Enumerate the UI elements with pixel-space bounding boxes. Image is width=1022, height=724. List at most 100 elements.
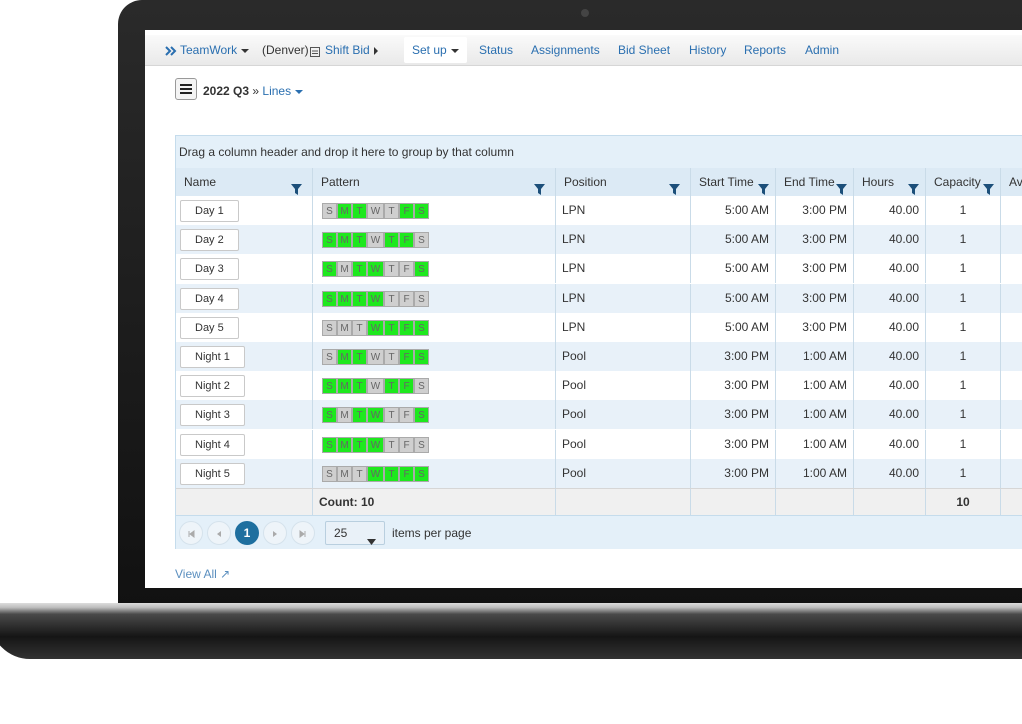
breadcrumb-period: 2022 Q3 — [203, 84, 250, 98]
name-button[interactable]: Day 4 — [180, 287, 239, 310]
caret — [450, 48, 459, 53]
pager-button[interactable] — [179, 521, 203, 545]
pattern-day: S — [414, 378, 429, 395]
brand[interactable]: TeamWork — [180, 43, 250, 57]
end-cell: 1:00 AM — [776, 458, 854, 488]
hours-cell: 40.00 — [854, 225, 926, 255]
column-header[interactable]: Hours — [854, 168, 926, 196]
nav-item[interactable]: Bid Sheet — [618, 43, 671, 57]
breadcrumb-page[interactable]: Lines — [262, 84, 292, 98]
pattern-day: M — [337, 349, 352, 365]
position-cell: Pool — [556, 429, 691, 459]
footer-cell — [776, 489, 854, 516]
pattern-day: S — [414, 349, 429, 365]
filter-icon-svg — [836, 184, 847, 195]
filter-icon — [836, 177, 847, 205]
menu-button[interactable] — [175, 78, 197, 100]
hours-cell: 40.00 — [854, 429, 926, 459]
end-cell: 1:00 AM — [776, 371, 854, 401]
pattern-day: T — [384, 290, 399, 307]
view-all-link[interactable]: View All ↗ — [175, 567, 231, 581]
grid: Drag a column header and drop it here to… — [175, 135, 1022, 549]
pattern-day: S — [322, 232, 337, 249]
pager-arrow-svg — [217, 531, 221, 537]
nav-item[interactable]: Reports — [744, 43, 787, 57]
pager-button[interactable]: 1 — [235, 521, 259, 545]
position-cell: LPN — [556, 196, 691, 225]
pattern-day: T — [384, 261, 399, 278]
footer-cell: 10 — [926, 489, 1001, 516]
pager-button[interactable] — [263, 521, 287, 545]
pattern-day: M — [337, 232, 352, 249]
pattern-day: M — [337, 261, 352, 278]
name-button[interactable]: Day 2 — [180, 229, 239, 252]
nav-item[interactable]: Status — [479, 43, 514, 57]
footer-cell — [176, 489, 313, 516]
capacity-cell: 1 — [926, 312, 1001, 342]
pattern-day: T — [352, 436, 367, 453]
column-header[interactable]: End Time — [776, 168, 854, 196]
pager-button[interactable] — [207, 521, 231, 545]
name-button[interactable]: Night 3 — [180, 404, 245, 427]
name-cell: Day 4 — [176, 283, 313, 313]
grid-row: Night 2 S M T W T F S Pool 3:00 PM 1:00 AM 40.00 1 — [176, 371, 1022, 401]
grid-row: Night 4 S M T W T F S Pool 3:00 PM 1:00 AM 40.00 1 — [176, 429, 1022, 459]
pattern-day: F — [399, 232, 414, 249]
pattern-day: S — [414, 465, 429, 482]
position-cell: LPN — [556, 312, 691, 342]
nav-item[interactable]: Set up — [404, 37, 467, 63]
nav-item[interactable]: Shift Bid — [325, 43, 378, 57]
name-button[interactable]: Night 4 — [180, 433, 245, 456]
breadcrumb: 2022 Q3 » Lines — [203, 84, 304, 98]
column-header[interactable]: Ava — [1001, 168, 1022, 196]
name-button[interactable]: Day 1 — [180, 200, 239, 222]
pattern-day: F — [399, 261, 414, 278]
name-button[interactable]: Night 1 — [180, 346, 245, 368]
start-cell: 3:00 PM — [691, 429, 776, 459]
page-size-value: 25 — [334, 526, 348, 540]
location: (Denver) — [262, 43, 309, 57]
footer-cell — [556, 489, 691, 516]
pager: 1 25 items per page — [176, 515, 1022, 549]
capacity-cell: 1 — [926, 283, 1001, 313]
pager-arrow — [186, 528, 196, 542]
page-size-select[interactable]: 25 — [325, 521, 385, 545]
pattern-day: T — [352, 465, 367, 482]
pattern-day: F — [399, 319, 414, 336]
pattern-day: S — [322, 261, 337, 278]
filter-icon-svg — [983, 184, 994, 195]
column-header[interactable]: Name — [176, 168, 313, 196]
start-cell: 5:00 AM — [691, 225, 776, 255]
filter-icon-svg — [669, 184, 680, 195]
filter-icon — [534, 177, 545, 205]
nav-item[interactable]: History — [689, 43, 727, 57]
pattern-day: W — [367, 232, 384, 249]
name-button[interactable]: Night 5 — [180, 462, 245, 485]
column-title: Pattern — [321, 175, 360, 189]
nav-item[interactable]: Admin — [805, 43, 840, 57]
filter-icon-svg — [534, 184, 545, 195]
pattern-day: S — [414, 319, 429, 336]
name-cell: Day 5 — [176, 312, 313, 342]
nav-item[interactable]: Assignments — [531, 43, 600, 57]
link-text: View All — [175, 567, 217, 581]
name-button[interactable]: Day 3 — [180, 258, 239, 281]
footer-cell — [1001, 489, 1022, 516]
name-button[interactable]: Day 5 — [180, 316, 239, 339]
pager-button[interactable] — [291, 521, 315, 545]
column-header[interactable]: Capacity — [926, 168, 1001, 196]
grid-row: Night 5 S M T W T F S Pool 3:00 PM 1:00 AM 40.00 1 — [176, 458, 1022, 488]
column-header[interactable]: Start Time — [691, 168, 776, 196]
grid-row: Day 4 S M T W T F S LPN 5:00 AM 3:00 PM 40.00 1 — [176, 283, 1022, 313]
position-cell: Pool — [556, 342, 691, 371]
column-header[interactable]: Position — [556, 168, 691, 196]
pattern-day: W — [367, 349, 384, 365]
hours-cell: 40.00 — [854, 342, 926, 371]
name-cell: Day 3 — [176, 254, 313, 284]
footer-cell — [854, 489, 926, 516]
start-cell: 3:00 PM — [691, 342, 776, 371]
column-header[interactable]: Pattern — [313, 168, 556, 196]
name-button[interactable]: Night 2 — [180, 375, 245, 398]
group-hint: Drag a column header and drop it here to… — [176, 136, 1022, 169]
